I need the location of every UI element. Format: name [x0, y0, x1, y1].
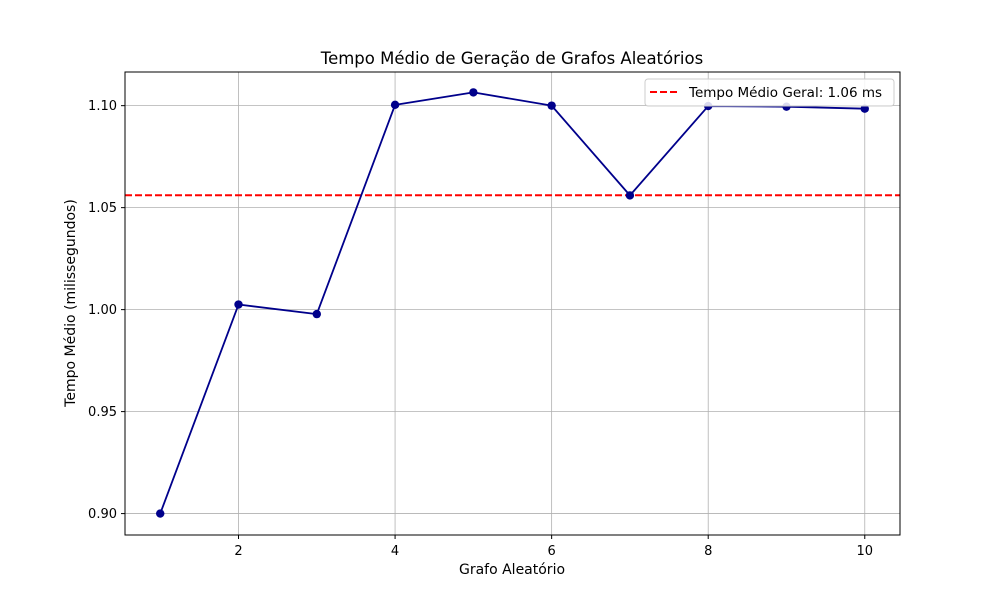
data-point — [234, 300, 243, 309]
x-tick-label: 4 — [391, 544, 399, 559]
legend-box — [644, 78, 895, 107]
data-point — [625, 191, 635, 200]
chart-title: Tempo Médio de Geração de Grafos Aleatór… — [320, 49, 703, 68]
x-tick-label: 2 — [234, 544, 242, 559]
series-layer — [156, 88, 869, 518]
y-tick-label: 1.00 — [88, 303, 117, 318]
x-tick-label: 6 — [548, 544, 556, 559]
data-point — [156, 509, 165, 518]
data-point — [547, 101, 556, 110]
data-point — [312, 309, 321, 319]
legend-label: Tempo Médio Geral: 1.06 ms — [688, 85, 882, 101]
x-tick-label: 8 — [704, 544, 712, 559]
legend: Tempo Médio Geral: 1.06 ms — [644, 78, 895, 107]
y-tick-label: 1.05 — [88, 201, 117, 216]
x-axis-title: Grafo Aleatório — [459, 562, 565, 578]
y-tick-label: 1.10 — [88, 99, 117, 114]
y-tick-label: 0.90 — [88, 507, 117, 522]
plot-area-frame — [124, 71, 901, 536]
series-line — [159, 91, 865, 514]
data-point — [860, 104, 869, 113]
x-tick-label: 10 — [856, 544, 873, 559]
y-axis-title: Tempo Médio (milissegundos) — [63, 199, 79, 408]
data-point — [469, 88, 478, 97]
y-tick-label: 0.95 — [88, 405, 117, 420]
axis-ticks: 2 4 6 8 10 0.90 0.95 1.00 1.05 1.10 — [88, 99, 873, 559]
data-point — [390, 100, 400, 110]
